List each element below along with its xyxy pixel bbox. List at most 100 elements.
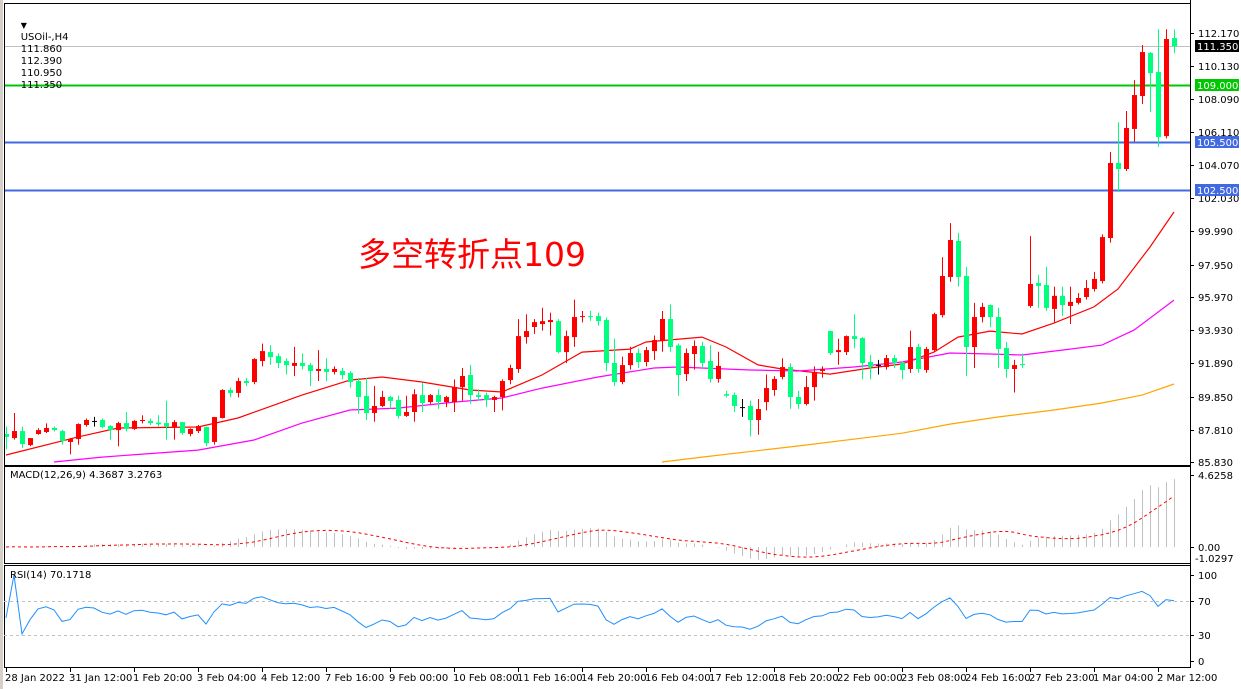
candle-body	[676, 345, 681, 376]
price-level-tag	[1195, 184, 1239, 196]
candle-body	[1036, 283, 1041, 286]
candle-body	[84, 419, 89, 426]
candle-body	[1020, 363, 1025, 366]
candle-body	[980, 306, 985, 318]
price-level-tag	[1195, 136, 1239, 148]
macd-label: MACD(12,26,9) 4.3687 3.2763	[10, 470, 163, 481]
candle-body	[748, 405, 753, 420]
time-axis-label: 2 Mar 12:00	[1157, 673, 1217, 684]
candle-body	[500, 381, 505, 398]
time-axis-label: 11 Feb 16:00	[517, 673, 583, 684]
candle-body	[876, 364, 881, 366]
rsi-axis-label: 100	[1198, 571, 1217, 582]
candle-body	[436, 395, 441, 403]
candle-body	[244, 381, 249, 384]
candle-body	[564, 336, 569, 353]
candle-body	[284, 361, 289, 366]
candle-body	[116, 423, 121, 431]
candle-body	[1100, 237, 1105, 282]
candle-body	[860, 338, 865, 363]
macd-axis-label: -1.0297	[1195, 554, 1234, 565]
macd-axis-label: 0.00	[1198, 543, 1220, 554]
candle-body	[548, 319, 553, 323]
candle-body	[1028, 283, 1033, 306]
price-level-tag	[1195, 79, 1239, 91]
candle-body	[1132, 95, 1137, 129]
price-plot	[5, 29, 1190, 463]
candle-body	[108, 426, 113, 431]
candle-body	[668, 319, 673, 348]
candle-body	[188, 428, 193, 434]
candle-body	[180, 422, 185, 434]
candle-body	[292, 362, 297, 366]
rsi-line	[5, 574, 1175, 636]
time-axis-label: 17 Feb 12:00	[709, 673, 775, 684]
candle-body	[444, 397, 449, 403]
candle-body	[28, 438, 33, 446]
candle-body	[396, 399, 401, 416]
moving-average-line	[53, 299, 1175, 463]
candle-body	[620, 365, 625, 383]
collapse-triangle-icon[interactable]: ▼	[20, 21, 27, 30]
candle-body	[204, 426, 209, 444]
candle-body	[5, 433, 9, 437]
price-axis-label: 97.950	[1198, 261, 1233, 272]
candle-body	[820, 369, 825, 371]
candle-body	[740, 407, 745, 409]
candle-body	[604, 319, 609, 363]
time-axis-label: 23 Feb 08:00	[901, 673, 967, 684]
price-axis-label: 104.070	[1198, 161, 1239, 172]
candle-body	[236, 381, 241, 393]
rsi-label: RSI(14) 70.1718	[10, 570, 92, 581]
candle-body	[932, 314, 937, 351]
candle-body	[804, 387, 809, 405]
candle-body	[588, 316, 593, 318]
price-axis-label: 95.970	[1198, 293, 1233, 304]
time-axis-label: 18 Feb 20:00	[773, 673, 839, 684]
price-axis-label: 89.850	[1198, 393, 1233, 404]
price-axis-label: 112.170	[1198, 29, 1239, 40]
window-left-edge	[0, 0, 3, 689]
candle-body	[660, 319, 665, 341]
candle-body	[492, 397, 497, 400]
price-level-tag-label: 111.350	[1197, 42, 1238, 53]
candle-body	[484, 395, 489, 400]
candle-body	[1172, 38, 1177, 47]
candle-body	[540, 321, 545, 325]
candle-body	[148, 420, 153, 424]
candle-body	[988, 304, 993, 318]
candle-body	[940, 276, 945, 316]
candle-body	[844, 336, 849, 353]
candle-body	[764, 388, 769, 403]
candle-body	[532, 322, 537, 327]
candle-body	[516, 336, 521, 370]
candle-body	[1012, 365, 1017, 370]
candle-body	[1140, 52, 1145, 97]
price-axis-label: 108.090	[1198, 95, 1239, 106]
time-axis-label: 14 Feb 20:00	[581, 673, 647, 684]
candle-body	[20, 431, 25, 445]
candle-body	[476, 395, 481, 398]
candle-body	[1068, 301, 1073, 306]
price-axis-label: 85.830	[1198, 458, 1233, 469]
candle-body	[732, 395, 737, 406]
candle-body	[524, 331, 529, 338]
time-axis-label: 9 Feb 00:00	[389, 673, 448, 684]
candle-body	[612, 362, 617, 383]
time-axis-label: 22 Feb 00:00	[837, 673, 903, 684]
candle-body	[268, 352, 273, 358]
candle-body	[892, 358, 897, 363]
price-level-tag-label: 109.000	[1197, 81, 1238, 92]
macd-signal-line	[5, 495, 1175, 558]
candle-body	[372, 405, 377, 413]
candle-body	[300, 362, 305, 367]
candle-body	[212, 417, 217, 442]
candle-body	[868, 361, 873, 368]
candle-body	[460, 376, 465, 388]
low-value: 110.950	[20, 68, 63, 79]
close-value: 111.350	[20, 80, 63, 91]
candle-body	[636, 353, 641, 362]
